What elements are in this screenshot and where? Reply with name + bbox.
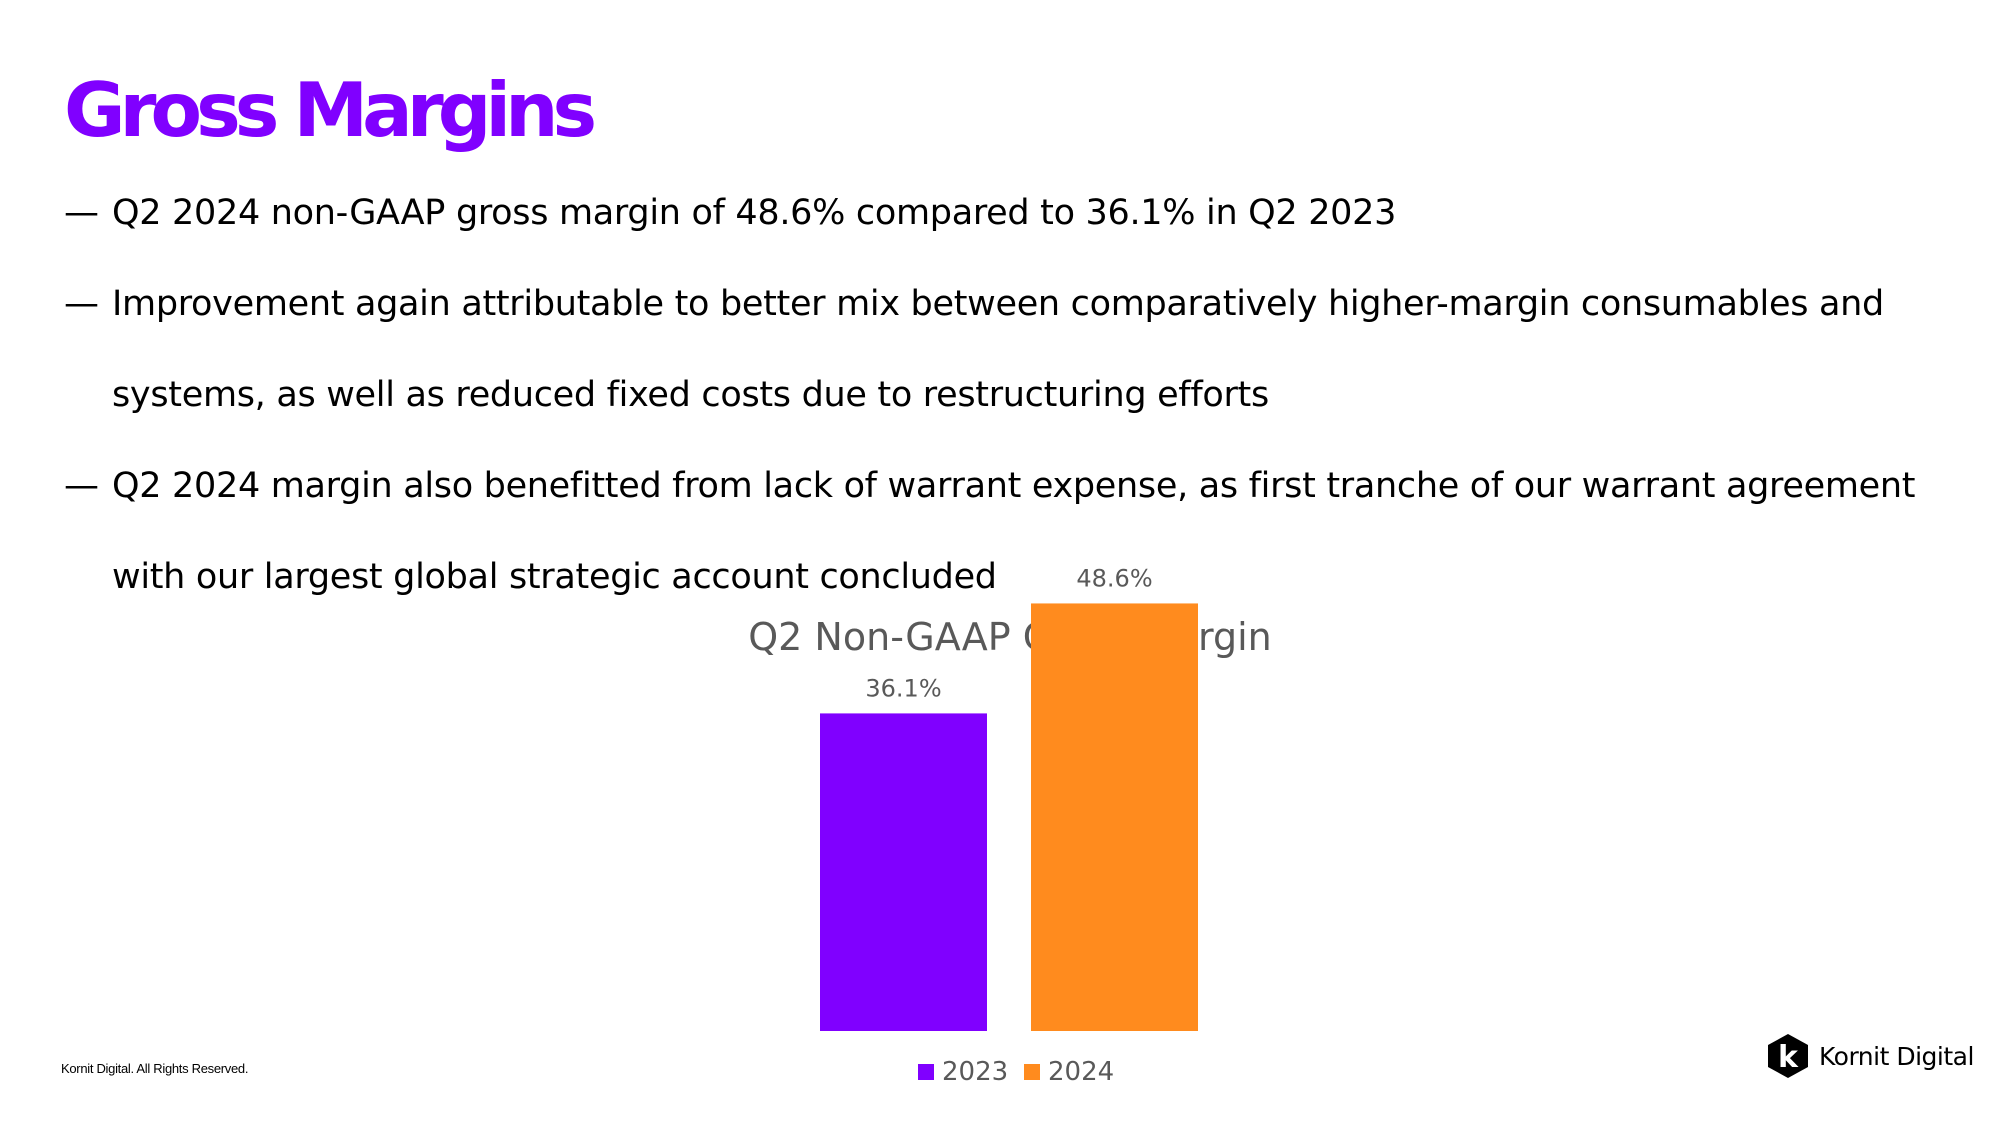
data-label-2023: 36.1%	[865, 674, 941, 702]
bar-2023	[820, 713, 987, 1031]
bullet-list: — Q2 2024 non-GAAP gross margin of 48.6%…	[64, 168, 1924, 623]
brand-name: Kornit Digital	[1819, 1041, 1974, 1071]
bullet-item: — Q2 2024 margin also benefitted from la…	[64, 441, 1924, 623]
chart-legend: 2023 2024	[918, 1057, 1114, 1087]
kornit-logo-icon: k	[1768, 1034, 1808, 1078]
legend-label-2023: 2023	[942, 1057, 1008, 1087]
legend-swatch-2023	[918, 1064, 934, 1080]
legend-label-2024: 2024	[1048, 1057, 1114, 1087]
footer-copyright: Kornit Digital. All Rights Reserved.	[61, 1061, 249, 1076]
bullet-text: Q2 2024 margin also benefitted from lack…	[112, 466, 1916, 597]
chart-bars	[820, 603, 1198, 1031]
brand-logo: k Kornit Digital	[1765, 1033, 1974, 1079]
logo-letter: k	[1778, 1040, 1799, 1075]
bullet-item: — Q2 2024 non-GAAP gross margin of 48.6%…	[64, 168, 1924, 259]
data-label-2024: 48.6%	[1076, 564, 1152, 592]
bar-2024	[1031, 603, 1198, 1031]
legend-swatch-2024	[1024, 1064, 1040, 1080]
chart-data-labels: 36.1% 48.6%	[865, 564, 1152, 702]
bullet-item: — Improvement again attributable to bett…	[64, 259, 1924, 441]
bullet-marker: —	[64, 466, 99, 506]
bullet-text: Improvement again attributable to better…	[112, 284, 1884, 415]
bullet-text: Q2 2024 non-GAAP gross margin of 48.6% c…	[112, 193, 1397, 233]
bullet-marker: —	[64, 193, 99, 233]
bullet-marker: —	[64, 284, 99, 324]
page-title: Gross Margins	[64, 66, 597, 154]
